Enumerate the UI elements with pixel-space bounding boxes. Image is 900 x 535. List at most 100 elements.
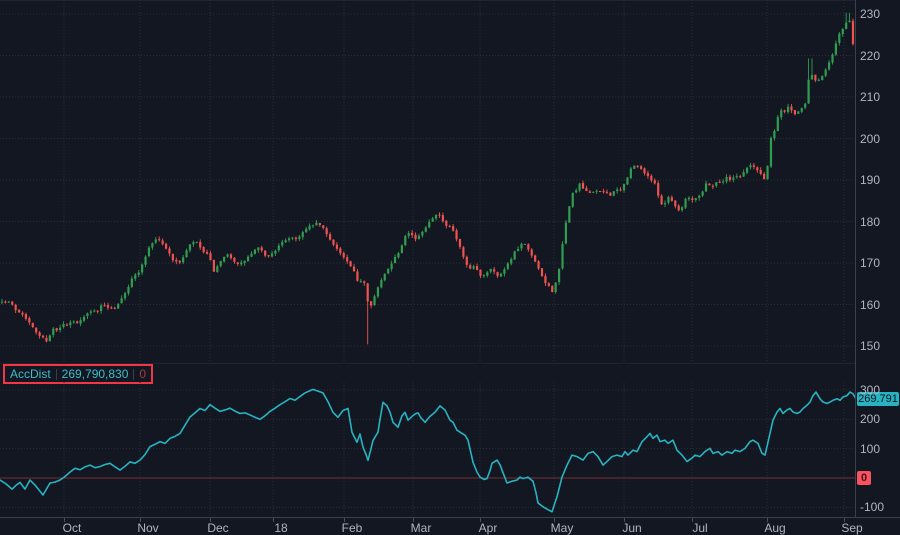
time-tick: [767, 518, 768, 522]
candle-body: [318, 223, 321, 225]
indicator-name: AccDist: [10, 367, 51, 381]
pane-separator[interactable]: [0, 363, 855, 364]
price-tick-210: 210: [860, 90, 881, 104]
candle-body: [0, 301, 4, 303]
candle-body: [694, 198, 697, 200]
candle-body: [72, 321, 75, 323]
candle-body: [810, 74, 814, 80]
candle-body: [267, 255, 270, 257]
candle-body: [424, 227, 427, 232]
candle-body: [540, 268, 544, 277]
candle-body: [284, 240, 287, 243]
candle-body: [722, 181, 725, 183]
candle-body: [708, 183, 711, 186]
candle-body: [370, 301, 373, 306]
candle-body: [376, 287, 380, 297]
candle-body: [452, 226, 455, 231]
candle-body: [161, 240, 164, 245]
candle-body: [831, 54, 834, 63]
candle-body: [516, 249, 520, 252]
candle-body: [821, 75, 824, 81]
candle-body: [626, 177, 629, 185]
candle-body: [151, 243, 154, 248]
time-label-18: 18: [274, 521, 288, 535]
candle-body: [814, 74, 817, 81]
candle-body: [79, 320, 82, 324]
time-label-sep: Sep: [841, 521, 863, 535]
candle-body: [851, 20, 855, 45]
candle-body: [807, 79, 810, 104]
candle-body: [202, 247, 205, 253]
candle-body: [479, 269, 482, 276]
candle-body: [646, 173, 650, 177]
candle-body: [52, 328, 55, 335]
candle-body: [366, 283, 369, 302]
candle-body: [544, 275, 547, 284]
candle-body: [322, 225, 325, 229]
candle-body: [834, 43, 838, 55]
candle-body: [62, 324, 65, 328]
candle-body: [178, 260, 181, 263]
candle-body: [325, 228, 328, 235]
candle-body: [332, 239, 335, 245]
candle-body: [824, 69, 827, 76]
time-tick: [844, 518, 845, 522]
candle-body: [534, 255, 537, 262]
candle-body: [147, 247, 151, 257]
candle-body: [657, 183, 660, 196]
candle-body: [551, 285, 554, 293]
candle-body: [841, 28, 844, 35]
time-tick: [140, 518, 141, 522]
candle-body: [260, 247, 263, 251]
candle-body: [585, 188, 588, 192]
candle-body: [571, 192, 574, 207]
candle-body: [417, 235, 421, 239]
time-label-nov: Nov: [137, 521, 159, 535]
time-tick: [692, 518, 693, 522]
price-axis[interactable]: 269.791 0 230 220 210 200 190 180 170 160 150 300…: [855, 0, 900, 517]
candle-body: [752, 165, 755, 167]
candle-body: [698, 195, 701, 198]
candle-body: [838, 33, 841, 43]
candle-body: [650, 175, 653, 181]
label-divider: [55, 368, 57, 380]
candle-body: [339, 248, 342, 254]
candle-body: [581, 182, 585, 189]
candle-body: [691, 198, 694, 201]
candle-body: [24, 314, 28, 319]
candle-body: [523, 243, 527, 245]
candle-body: [790, 106, 793, 111]
time-label-aug: Aug: [764, 521, 786, 535]
candle-body: [749, 165, 752, 168]
candle-body: [205, 251, 209, 254]
candle-body: [776, 117, 779, 132]
candle-body: [728, 176, 732, 181]
candle-body: [742, 172, 745, 177]
indicator-param: 0: [139, 367, 147, 381]
indicator-pane-svg[interactable]: [0, 382, 855, 516]
price-pane-svg[interactable]: [0, 0, 855, 363]
candle-body: [602, 191, 605, 193]
time-tick: [480, 518, 481, 522]
candle-body: [503, 269, 506, 274]
candle-body: [725, 176, 728, 182]
candle-body: [45, 337, 48, 342]
candle-body: [701, 191, 704, 196]
candle-body: [469, 265, 472, 269]
time-tick: [273, 518, 274, 522]
candle-body: [212, 259, 215, 272]
candle-body: [448, 225, 451, 227]
candle-body: [233, 257, 236, 262]
candle-body: [797, 111, 800, 114]
accdist-indicator-label[interactable]: AccDist 269,790,830 0: [3, 364, 154, 384]
time-axis[interactable]: Oct Nov Dec 18 Feb Mar Apr May Jun Jul Aug Sep: [0, 517, 900, 535]
candle-body: [294, 237, 298, 240]
candle-body: [677, 205, 680, 211]
candle-body: [393, 256, 397, 264]
candle-body: [715, 182, 718, 186]
candle-body: [735, 176, 738, 178]
candle-body: [188, 244, 192, 251]
candle-body: [438, 214, 441, 216]
candle-body: [489, 268, 492, 272]
candle-body: [257, 247, 260, 251]
